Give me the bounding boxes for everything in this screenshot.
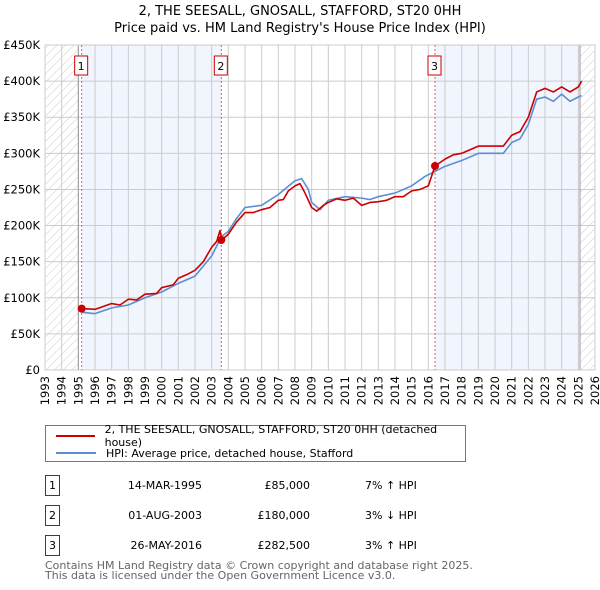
x-tick-label: 2012 <box>355 376 369 405</box>
price-chart: 1993 1994 1995 1996 1997 1998 1999 2000 2001 2002… <box>3 38 600 405</box>
sale-point <box>77 304 86 313</box>
sale-date: 01-AUG-2003 <box>128 509 202 522</box>
sale-hpi-diff: 7% ↑ HPI <box>365 479 417 492</box>
sale-price: £85,000 <box>264 479 311 492</box>
y-tick-label: £200K <box>3 219 40 233</box>
x-tick-label: 2006 <box>255 376 269 405</box>
sale-hpi-diff: 3% ↑ HPI <box>365 539 417 552</box>
y-tick-label: £50K <box>11 327 41 341</box>
x-tick-label: 2020 <box>488 376 502 405</box>
x-tick-label: 2016 <box>421 376 435 405</box>
legend-swatch-red <box>56 435 95 437</box>
ownership-period-shade <box>81 45 222 370</box>
sale-point <box>217 236 226 244</box>
x-tick-label: 2014 <box>388 376 402 405</box>
x-tick-label: 2000 <box>155 376 169 405</box>
x-tick-label: 2002 <box>188 376 202 405</box>
x-tick-label: 2025 <box>571 376 585 405</box>
x-tick-label: 2008 <box>288 376 302 405</box>
x-tick-label: 2005 <box>238 376 252 405</box>
legend-item-property: 2, THE SEESALL, GNOSALL, STAFFORD, ST20 … <box>56 423 465 449</box>
sale-date: 14-MAR-1995 <box>127 479 202 492</box>
title-line: 2, THE SEESALL, GNOSALL, STAFFORD, ST20 … <box>138 4 462 19</box>
x-tick-label: 1995 <box>71 376 85 405</box>
x-tick-label: 2022 <box>521 376 535 405</box>
y-tick-label: £300K <box>3 146 40 160</box>
x-tick-label: 2013 <box>371 376 385 405</box>
x-tick-label: 1999 <box>138 376 152 405</box>
footer-licence: This data is licensed under the Open Gov… <box>45 569 396 582</box>
x-tick-label: 2001 <box>171 376 185 405</box>
y-tick-label: £150K <box>3 255 40 269</box>
sale-row: 2 01-AUG-2003 £180,000 3% ↓ HPI <box>45 505 465 526</box>
sale-label: 3 <box>431 60 438 73</box>
x-tick-label: 2004 <box>221 376 235 405</box>
sale-marker-badge: 3 <box>45 535 60 556</box>
legend-swatch-blue <box>56 452 96 454</box>
x-tick-label: 2011 <box>338 376 352 405</box>
footer: Contains HM Land Registry data © Crown c… <box>45 559 473 582</box>
sale-price: £180,000 <box>257 509 311 522</box>
x-tick-label: 2019 <box>471 376 485 405</box>
sale-marker-badge: 2 <box>45 505 60 526</box>
x-tick-label: 2017 <box>438 376 452 405</box>
sale-label-box <box>74 55 89 76</box>
x-tick-label: 2026 <box>588 376 600 405</box>
x-tick-label: 2010 <box>321 376 335 405</box>
x-tick-label: 1994 <box>55 376 69 405</box>
footer-copyright: Contains HM Land Registry data © Crown c… <box>45 559 473 572</box>
no-data-hatch-right <box>580 45 595 370</box>
x-tick-label: 1993 <box>38 376 52 405</box>
sale-row: 3 26-MAY-2016 £282,500 3% ↑ HPI <box>45 535 465 556</box>
sale-marker-badge: 1 <box>45 475 60 496</box>
y-tick-label: £250K <box>3 182 40 196</box>
x-tick-label: 1997 <box>105 376 119 405</box>
chart-title: 2, THE SEESALL, GNOSALL, STAFFORD, ST20 … <box>0 3 600 37</box>
subtitle-line: Price paid vs. HM Land Registry's House … <box>114 21 486 36</box>
x-tick-label: 2009 <box>305 376 319 405</box>
sale-date: 26-MAY-2016 <box>130 539 202 552</box>
legend: 2, THE SEESALL, GNOSALL, STAFFORD, ST20 … <box>45 423 466 462</box>
x-tick-label: 2007 <box>271 376 285 405</box>
legend-label: 2, THE SEESALL, GNOSALL, STAFFORD, ST20 … <box>104 423 438 449</box>
legend-label: HPI: Average price, detached house, Staf… <box>106 446 354 460</box>
x-tick-label: 1996 <box>88 376 102 405</box>
sale-point <box>431 161 439 170</box>
y-tick-label: £0 <box>25 363 40 377</box>
sale-label: 1 <box>78 60 85 73</box>
x-tick-label: 2023 <box>538 376 552 405</box>
ownership-period-shade <box>435 45 580 370</box>
plot-border <box>44 44 596 371</box>
x-tick-label: 1998 <box>121 376 135 405</box>
y-tick-label: £100K <box>3 291 40 305</box>
x-tick-label: 2024 <box>555 376 569 405</box>
sale-label: 2 <box>217 60 224 73</box>
y-tick-label: £350K <box>3 110 40 124</box>
sale-label-box <box>427 55 442 76</box>
legend-item-hpi: HPI: Average price, detached house, Staf… <box>56 445 353 461</box>
sale-row: 1 14-MAR-1995 £85,000 7% ↑ HPI <box>45 475 465 496</box>
sale-hpi-diff: 3% ↓ HPI <box>365 509 417 522</box>
x-tick-label: 2003 <box>205 376 219 405</box>
x-tick-label: 2018 <box>455 376 469 405</box>
y-tick-label: £400K <box>3 74 40 88</box>
sale-label-box <box>213 55 228 76</box>
x-tick-label: 2021 <box>505 376 519 405</box>
sale-price: £282,500 <box>257 539 311 552</box>
y-tick-label: £450K <box>3 38 40 52</box>
x-tick-label: 2015 <box>405 376 419 405</box>
